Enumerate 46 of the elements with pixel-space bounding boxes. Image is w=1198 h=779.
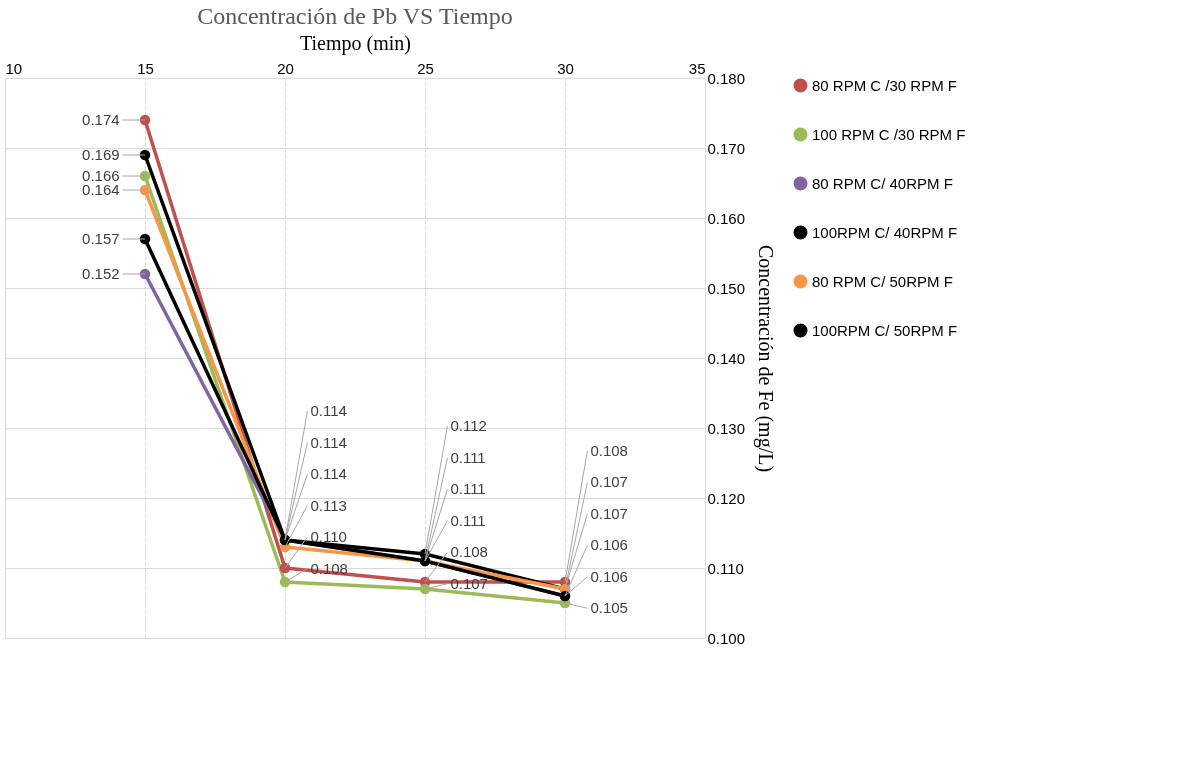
data-label: 0.110 bbox=[310, 528, 347, 546]
y-tick-label: 0.130 bbox=[707, 419, 746, 437]
data-label: 0.111 bbox=[450, 448, 486, 466]
data-label: 0.157 bbox=[82, 230, 120, 247]
x-tick-label: 30 bbox=[557, 59, 574, 77]
x-tick-label: 35 bbox=[688, 59, 706, 77]
x-tick-label: 10 bbox=[5, 59, 23, 77]
legend-label: 80 RPM C/ 50RPM F bbox=[812, 272, 953, 290]
x-tick-label: 15 bbox=[137, 59, 154, 77]
x-tick-label: 25 bbox=[417, 59, 434, 77]
data-label: 0.105 bbox=[590, 599, 628, 617]
y-tick-label: 0.160 bbox=[707, 209, 746, 227]
legend-label: 100 RPM C /30 RPM F bbox=[812, 125, 966, 143]
data-label: 0.112 bbox=[450, 417, 487, 435]
data-label: 0.107 bbox=[590, 473, 628, 491]
data-label: 0.111 bbox=[450, 480, 486, 498]
data-label: 0.114 bbox=[310, 465, 347, 483]
data-label: 0.108 bbox=[590, 441, 628, 459]
data-label: 0.113 bbox=[310, 496, 347, 514]
legend-label: 100RPM C/ 50RPM F bbox=[812, 321, 958, 339]
legend-label: 80 RPM C/ 40RPM F bbox=[812, 174, 953, 192]
data-label: 0.166 bbox=[82, 167, 120, 184]
x-tick-label: 20 bbox=[277, 59, 294, 77]
data-label: 0.111 bbox=[450, 511, 486, 529]
y-tick-label: 0.140 bbox=[707, 349, 746, 367]
data-label: 0.114 bbox=[310, 433, 347, 451]
y-tick-label: 0.180 bbox=[707, 69, 746, 87]
data-label: 0.108 bbox=[450, 543, 488, 561]
data-label: 0.107 bbox=[590, 504, 628, 522]
y-tick-label: 0.150 bbox=[707, 279, 746, 297]
legend-label: 100RPM C/ 40RPM F bbox=[812, 223, 958, 241]
y-tick-label: 0.170 bbox=[707, 139, 746, 157]
data-label: 0.169 bbox=[82, 146, 120, 163]
y-tick-label: 0.120 bbox=[707, 489, 746, 507]
legend-label: 80 RPM C /30 RPM F bbox=[812, 76, 958, 94]
data-label: 0.152 bbox=[82, 265, 120, 282]
y-axis-title: Concentración de Fe (mg/L) bbox=[754, 244, 778, 473]
chart-title: Concentración de Pb VS Tiempo bbox=[197, 3, 513, 29]
data-label: 0.106 bbox=[590, 567, 628, 585]
data-label: 0.164 bbox=[82, 181, 120, 198]
data-label: 0.106 bbox=[590, 536, 628, 554]
data-label: 0.174 bbox=[82, 111, 120, 128]
data-label: 0.114 bbox=[310, 402, 347, 420]
y-tick-label: 0.100 bbox=[707, 629, 746, 647]
x-axis-title: Tiempo (min) bbox=[300, 31, 411, 55]
y-tick-label: 0.110 bbox=[707, 559, 744, 577]
